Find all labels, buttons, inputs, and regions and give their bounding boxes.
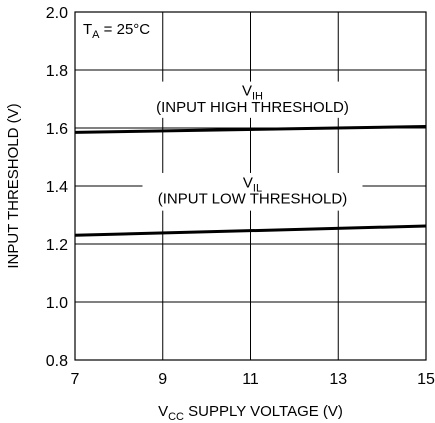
- y-tick-label: 1.4: [46, 179, 68, 196]
- series-line-vil: [74, 224, 427, 237]
- x-tick-label: 7: [71, 371, 80, 388]
- x-tick-label: 11: [242, 371, 259, 388]
- y-tick-label: 0.8: [46, 353, 68, 370]
- condition-label: TA = 25°C: [83, 21, 150, 41]
- series-line-vih: [74, 125, 427, 134]
- series-lines: [74, 125, 427, 237]
- x-tick-label: 13: [329, 371, 347, 388]
- x-tick-label: 15: [417, 371, 435, 388]
- vil-label: VIL: [243, 174, 262, 194]
- condition-background: [77, 14, 161, 42]
- vih-description: (INPUT HIGH THRESHOLD): [156, 99, 349, 116]
- vih-label-background: [142, 81, 363, 118]
- vil-label-background: [142, 172, 363, 211]
- tick-labels: 7 9 11 13 15 0.8 1.0 1.2 1.4 1.6 1.8 2.0: [46, 5, 435, 388]
- y-tick-label: 1.2: [46, 237, 68, 254]
- x-axis-label: VCC SUPPLY VOLTAGE (V): [158, 403, 343, 423]
- vil-description: (INPUT LOW THRESHOLD): [158, 190, 347, 207]
- y-axis-label: INPUT THRESHOLD (V): [5, 103, 22, 268]
- y-tick-label: 1.0: [46, 295, 68, 312]
- vih-label: VIH: [242, 83, 263, 103]
- y-tick-label: 2.0: [46, 5, 68, 22]
- y-tick-label: 1.8: [46, 63, 68, 80]
- plot-frame: [74, 11, 427, 361]
- x-tick-label: 9: [158, 371, 167, 388]
- y-tick-label: 1.6: [46, 121, 68, 138]
